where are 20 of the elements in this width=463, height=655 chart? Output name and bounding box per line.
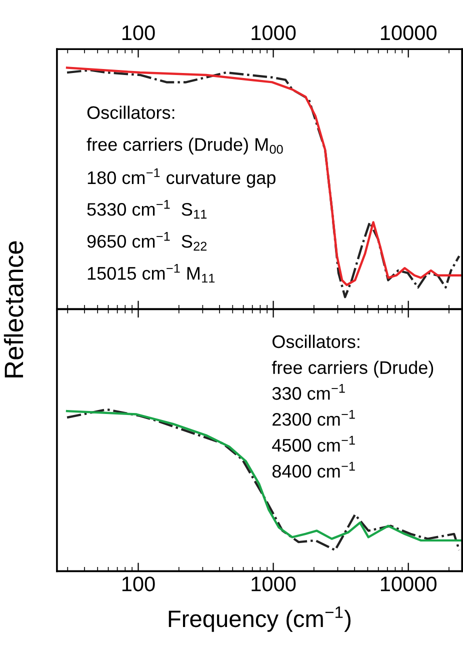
x-tick-label: 1000 — [252, 576, 296, 592]
text: Oscillators: — [272, 334, 360, 348]
y-axis-title: Reflectance — [4, 241, 24, 378]
annotation: Oscillators: — [87, 106, 174, 119]
annotation: 180 cm$^{−1}$ curvature gap — [88, 168, 276, 188]
x-tick-label: 10000 — [380, 576, 436, 592]
x-tick-label: 10000 — [380, 25, 436, 40]
text: free carriers (Drude) — [272, 360, 434, 378]
x-tick-label: 100 — [122, 576, 155, 592]
x-axis-title: Frequency (cm$^{−1}$) — [168, 606, 351, 632]
annotation: 8400 cm$^{−1}$ — [272, 462, 355, 478]
x-tick-label: 100 — [122, 25, 155, 40]
annotation: 9650 cm$^{−1}$ S$_{22}$ — [87, 232, 207, 251]
text: 330 cm$^{−1}$ — [272, 384, 345, 400]
annotation: 5330 cm$^{−1}$ S$_{11}$ — [87, 200, 207, 219]
annotation: free carriers (Drude) M$_{00}$ — [86, 138, 283, 154]
x-tick-label: 1000 — [252, 25, 296, 40]
annotation: 4500 cm$^{−1}$ — [272, 436, 355, 452]
annotation: 15015 cm$^{−1}$ M$_{11}$ — [88, 264, 215, 283]
annotation: 2300 cm$^{−1}$ — [272, 410, 355, 426]
